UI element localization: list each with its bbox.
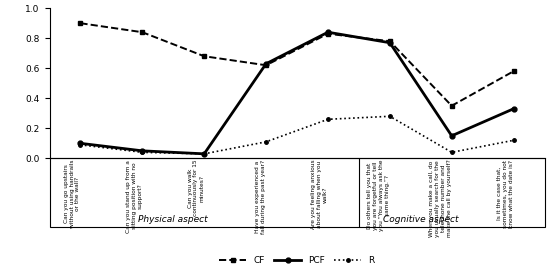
PCF [139, 149, 146, 152]
Legend: CF, PCF, R: CF, PCF, R [216, 252, 378, 268]
Text: Do others tell you that
you are forgetful or tell
you “You always ask the
same t: Do others tell you that you are forgetfu… [367, 160, 390, 231]
R [77, 143, 84, 146]
Text: Are you feeling anxious
about falling when you
walk?: Are you feeling anxious about falling wh… [311, 160, 328, 229]
PCF [387, 41, 393, 44]
CF [139, 31, 146, 34]
CF [510, 70, 517, 73]
R [448, 151, 455, 154]
Text: Can you stand up from a
sitting position with no
support?: Can you stand up from a sitting position… [126, 160, 142, 233]
CF [77, 22, 84, 25]
R [263, 140, 270, 144]
CF [448, 104, 455, 107]
PCF [324, 31, 331, 34]
Line: R: R [79, 115, 515, 156]
CF [324, 32, 331, 35]
Text: Can you walk
continuously for 15
minutes?: Can you walk continuously for 15 minutes… [188, 160, 204, 216]
R [510, 139, 517, 142]
Text: Can you go upstairs
without using handrails
or the wall?: Can you go upstairs without using handra… [64, 160, 80, 228]
Text: Is it the case that,
sometimes, you do not
know what the date is?: Is it the case that, sometimes, you do n… [497, 160, 514, 228]
PCF [510, 107, 517, 111]
R [387, 115, 393, 118]
CF [263, 64, 270, 67]
PCF [77, 142, 84, 145]
CF [201, 55, 207, 58]
Line: CF: CF [78, 21, 516, 108]
R [139, 151, 146, 154]
Text: When you make a call, do
you usually search for the
telephone number and
make th: When you make a call, do you usually sea… [430, 160, 452, 238]
Text: Physical aspect: Physical aspect [139, 215, 208, 224]
Text: Have you experienced a
fall during the past year?: Have you experienced a fall during the p… [255, 160, 266, 234]
Text: Cognitive aspect: Cognitive aspect [383, 215, 459, 224]
PCF [448, 134, 455, 137]
PCF [263, 62, 270, 65]
R [201, 152, 207, 156]
CF [387, 40, 393, 43]
Line: PCF: PCF [78, 30, 516, 156]
R [324, 118, 331, 121]
PCF [201, 152, 207, 156]
